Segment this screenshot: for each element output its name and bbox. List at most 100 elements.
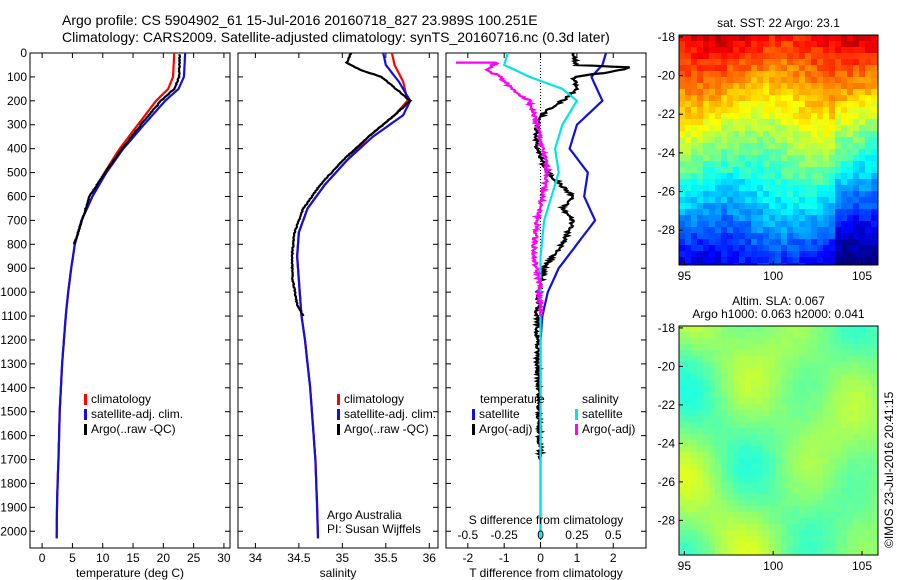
map-cell [685,344,692,351]
map-cell [697,209,704,216]
map-cell [865,203,872,210]
map-cell [685,536,692,543]
map-cell [721,149,728,156]
map-cell [811,416,818,423]
depth-tick-label: 1500 [0,405,27,419]
salinity-series-satellite-adj-clim- [295,53,412,539]
map-cell [685,470,692,477]
map-cell [823,350,830,357]
map-cell [739,428,746,435]
map-cell [691,209,698,216]
difference-xtick-s-label: -0.5 [457,528,478,542]
map-cell [847,179,854,186]
map-cell [745,167,752,174]
map-cell [757,536,764,543]
map-cell [853,239,860,246]
map-cell [859,215,866,222]
map-cell [685,524,692,531]
map-cell [835,191,842,198]
map-cell [859,512,866,519]
map-cell [865,101,872,108]
map-cell [727,344,734,351]
map-cell [769,392,776,399]
map-cell [847,350,854,357]
map-cell [835,368,842,375]
map-cell [691,470,698,477]
sst_map-ytick-label: -24 [658,146,676,160]
map-cell [739,332,746,339]
map-cell [871,344,878,351]
map-cell [727,251,734,258]
map-cell [859,392,866,399]
map-cell [751,197,758,204]
map-cell [829,65,836,72]
map-cell [841,458,848,465]
map-cell [823,155,830,162]
map-cell [727,77,734,84]
map-cell [829,251,836,258]
map-cell [679,500,686,507]
map-cell [703,548,710,555]
map-cell [727,233,734,240]
map-cell [793,35,800,42]
map-cell [727,398,734,405]
map-cell [847,488,854,495]
map-cell [769,350,776,357]
map-cell [847,89,854,96]
map-cell [787,392,794,399]
map-cell [745,161,752,168]
map-cell [847,215,854,222]
map-cell [751,191,758,198]
map-cell [829,458,836,465]
map-cell [685,191,692,198]
map-cell [871,71,878,78]
map-cell [685,251,692,258]
map-cell [775,149,782,156]
map-cell [829,257,836,264]
map-cell [805,185,812,192]
map-cell [829,494,836,501]
map-cell [679,149,686,156]
map-cell [793,512,800,519]
map-cell [835,500,842,507]
map-cell [787,338,794,345]
map-cell [715,404,722,411]
map-cell [817,227,824,234]
map-cell [787,221,794,228]
map-cell [859,404,866,411]
map-cell [781,185,788,192]
map-cell [775,173,782,180]
map-cell [733,77,740,84]
map-cell [841,203,848,210]
map-cell [733,185,740,192]
map-cell [691,167,698,174]
map-cell [679,35,686,42]
map-cell [865,362,872,369]
map-cell [859,350,866,357]
map-cell [679,458,686,465]
map-cell [721,221,728,228]
map-cell [823,251,830,258]
map-cell [865,251,872,258]
temperature-series-satellite-adj-clim- [55,53,187,539]
map-cell [841,428,848,435]
difference-xtick-label: 2 [610,551,617,565]
salinity-xtick-label: 35 [336,551,350,565]
map-cell [739,257,746,264]
map-cell [859,95,866,102]
map-cell [679,263,686,266]
map-cell [697,113,704,120]
map-cell [703,488,710,495]
map-cell [715,131,722,138]
map-cell [745,404,752,411]
map-cell [685,512,692,519]
map-cell [805,470,812,477]
map-cell [799,464,806,471]
map-cell [727,239,734,246]
panel-temperature: 0100200300400500600700800900100011001200… [0,46,231,580]
depth-tick-label: 1600 [0,429,27,443]
sla_map-ytick-label: -22 [658,398,676,412]
map-cell [799,167,806,174]
map-cell [799,506,806,513]
map-cell [841,137,848,144]
